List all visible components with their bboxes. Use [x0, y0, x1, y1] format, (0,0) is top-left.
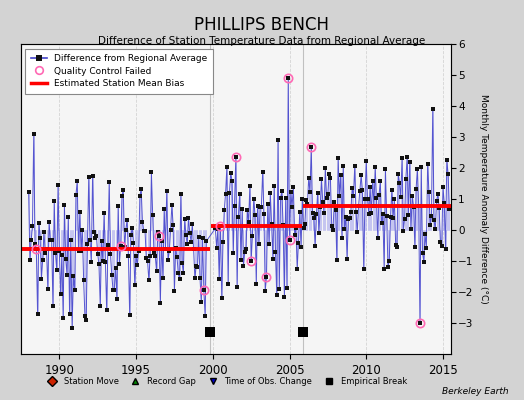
Text: Difference of Station Temperature Data from Regional Average: Difference of Station Temperature Data f…: [99, 36, 425, 46]
Legend: Difference from Regional Average, Quality Control Failed, Estimated Station Mean: Difference from Regional Average, Qualit…: [26, 48, 213, 94]
Text: PHILLIPS BENCH: PHILLIPS BENCH: [194, 16, 330, 34]
Y-axis label: Monthly Temperature Anomaly Difference (°C): Monthly Temperature Anomaly Difference (…: [479, 94, 488, 304]
Legend: Station Move, Record Gap, Time of Obs. Change, Empirical Break: Station Move, Record Gap, Time of Obs. C…: [40, 373, 410, 389]
Text: Berkeley Earth: Berkeley Earth: [442, 387, 508, 396]
